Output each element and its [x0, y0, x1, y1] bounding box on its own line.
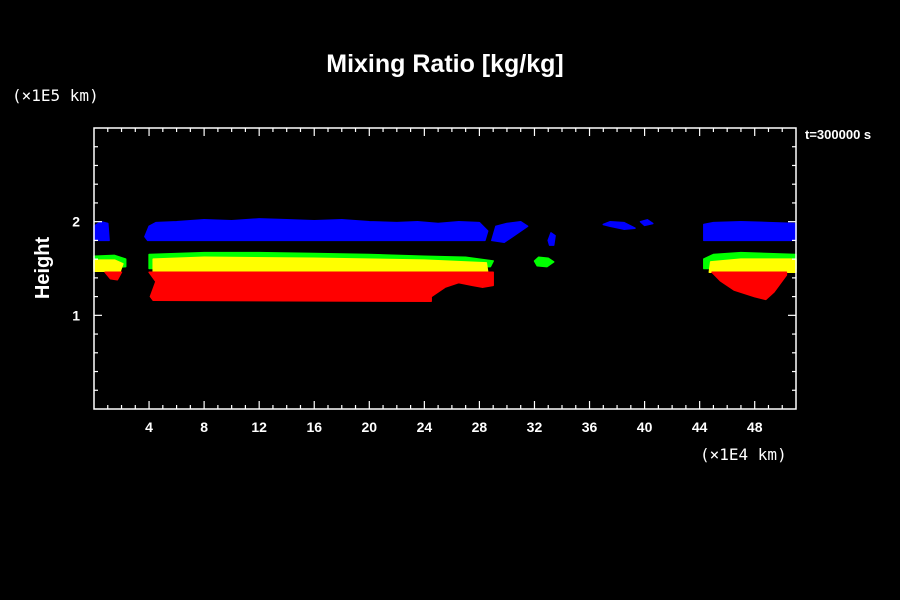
- x-tick-label: 4: [145, 419, 153, 435]
- region-yellow-3: [708, 258, 797, 273]
- x-unit-label: (×1E4 km): [700, 445, 787, 464]
- region-yellow-1: [93, 259, 124, 273]
- time-label: t=300000 s: [805, 127, 871, 142]
- region-blue-4: [547, 232, 556, 246]
- x-tick-label: 16: [306, 419, 322, 435]
- x-tick-label: 32: [527, 419, 543, 435]
- x-tick-label: 44: [692, 419, 708, 435]
- region-blue-2: [144, 218, 489, 242]
- region-blue-5: [602, 220, 636, 230]
- y-tick-label: 2: [72, 214, 80, 230]
- x-tick-label: 8: [200, 419, 208, 435]
- x-tick-label: 20: [362, 419, 378, 435]
- region-red-3: [711, 271, 788, 301]
- region-blue-7: [703, 220, 797, 242]
- x-tick-label: 36: [582, 419, 598, 435]
- mixing-ratio-regions: [93, 218, 797, 303]
- region-yellow-2: [152, 256, 489, 273]
- region-blue-1: [93, 220, 110, 242]
- x-tick-label: 40: [637, 419, 653, 435]
- axis-ticks: [94, 128, 796, 409]
- y-axis-label: Height: [32, 237, 54, 300]
- x-tick-label: 12: [251, 419, 267, 435]
- region-green-3: [533, 256, 555, 268]
- x-tick-label: 28: [472, 419, 488, 435]
- region-blue-6: [639, 219, 654, 227]
- region-red-1: [104, 271, 123, 281]
- plot-frame: [93, 127, 797, 410]
- chart-title: Mixing Ratio [kg/kg]: [326, 50, 564, 78]
- x-tick-label: 24: [417, 419, 433, 435]
- x-tick-label: 48: [747, 419, 763, 435]
- y-unit-label: (×1E5 km): [12, 86, 99, 105]
- region-red-2: [148, 271, 494, 303]
- region-blue-3: [491, 220, 529, 244]
- y-tick-label: 1: [72, 307, 80, 323]
